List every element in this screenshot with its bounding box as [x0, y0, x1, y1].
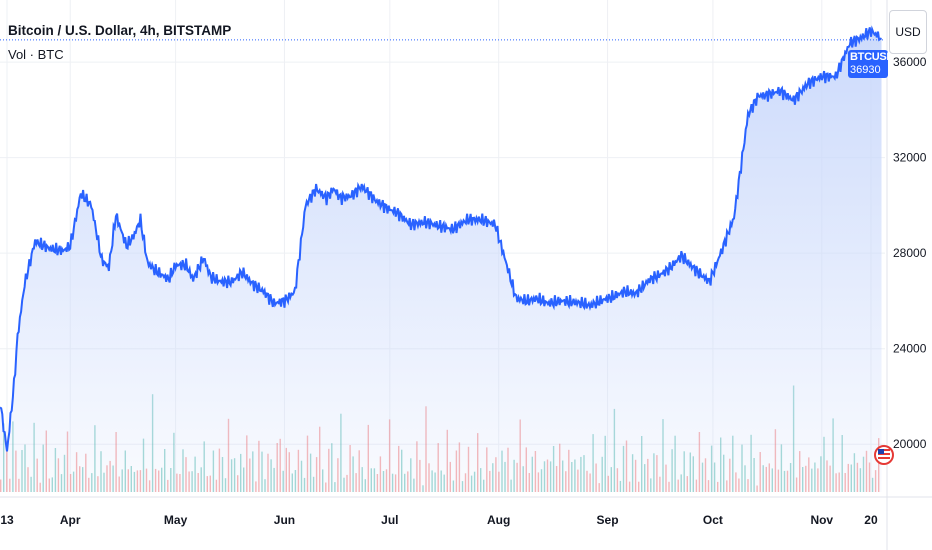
x-tick-label-2: May — [164, 513, 188, 527]
y-tick-label-1: 24000 — [893, 342, 927, 356]
x-tick-label-1: Apr — [60, 513, 81, 527]
price-area-fill — [0, 27, 882, 493]
y-tick-label-4: 36000 — [893, 55, 927, 69]
us-flag-icon[interactable] — [874, 440, 894, 470]
x-tick-label-6: Sep — [597, 513, 619, 527]
price-tag-value: 36930 — [850, 64, 881, 76]
y-tick-label-0: 20000 — [893, 437, 927, 451]
x-tick-label-5: Aug — [487, 513, 510, 527]
y-tick-label-3: 32000 — [893, 151, 927, 165]
x-tick-label-3: Jun — [274, 513, 295, 527]
symbol-title[interactable]: Bitcoin / U.S. Dollar, 4h, BITSTAMP — [8, 23, 232, 38]
x-tick-label-9: 20 — [864, 513, 878, 527]
y-tick-label-2: 28000 — [893, 246, 927, 260]
price-axis[interactable]: 20000 24000 28000 32000 36000 — [893, 55, 927, 451]
volume-study-label[interactable]: Vol · BTC — [8, 47, 64, 62]
price-line — [0, 25, 883, 452]
x-tick-label-4: Jul — [381, 513, 398, 527]
x-tick-label-7: Oct — [703, 513, 723, 527]
currency-button[interactable]: USD — [889, 10, 927, 54]
x-tick-label-0: 13 — [0, 513, 14, 527]
x-tick-label-8: Nov — [810, 513, 833, 527]
chart-legend: Bitcoin / U.S. Dollar, 4h, BITSTAMP Vol … — [8, 23, 231, 62]
